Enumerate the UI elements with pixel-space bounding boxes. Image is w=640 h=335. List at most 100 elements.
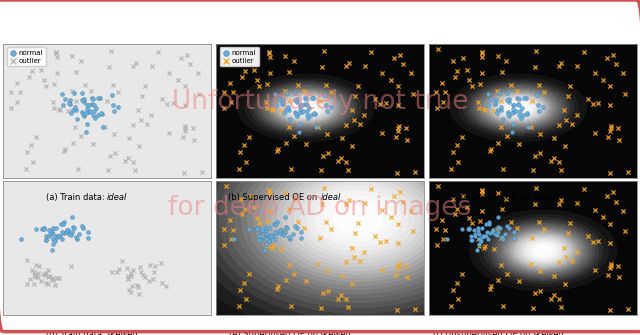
- Point: [284, 98, 294, 104]
- Point: [26, 143, 36, 148]
- Point: [22, 281, 33, 286]
- Point: [130, 167, 140, 173]
- Point: [370, 234, 380, 239]
- Point: [501, 196, 511, 201]
- Point: [6, 105, 17, 111]
- Point: [53, 233, 63, 239]
- Point: [295, 122, 305, 127]
- Point: [108, 109, 118, 114]
- Point: [483, 237, 493, 242]
- Point: [470, 231, 481, 236]
- Point: [476, 50, 486, 55]
- Point: [237, 211, 248, 216]
- Point: [442, 237, 452, 242]
- Point: [530, 290, 540, 296]
- Point: [252, 225, 262, 230]
- Text: ideal: ideal: [532, 193, 553, 202]
- Point: [296, 235, 307, 240]
- Point: [366, 49, 376, 55]
- Point: [37, 227, 47, 232]
- Point: [43, 267, 53, 272]
- Point: [81, 110, 92, 116]
- Point: [188, 126, 198, 131]
- Point: [262, 243, 272, 248]
- Point: [254, 220, 264, 226]
- Point: [556, 167, 566, 173]
- Point: [506, 82, 516, 88]
- Point: [316, 305, 326, 311]
- Point: [623, 306, 633, 312]
- Point: [346, 108, 356, 113]
- Point: [264, 187, 274, 192]
- Point: [402, 137, 412, 143]
- Point: [220, 243, 230, 248]
- Point: [319, 186, 329, 191]
- Point: [464, 225, 474, 230]
- Point: [134, 291, 144, 296]
- Point: [378, 267, 388, 273]
- Point: [262, 106, 272, 111]
- Point: [317, 290, 328, 296]
- Point: [326, 89, 336, 94]
- Point: [313, 262, 323, 267]
- Point: [273, 146, 284, 152]
- Point: [113, 89, 123, 94]
- Point: [66, 232, 76, 238]
- Point: [410, 306, 420, 312]
- Point: [52, 233, 62, 239]
- Point: [589, 208, 600, 213]
- Point: [60, 96, 70, 102]
- Point: [276, 109, 287, 114]
- Point: [95, 95, 105, 100]
- Point: [322, 268, 332, 274]
- Point: [301, 141, 311, 146]
- Point: [530, 153, 540, 158]
- Point: [65, 102, 75, 107]
- Point: [360, 201, 370, 206]
- Point: [504, 225, 514, 230]
- Point: [252, 215, 262, 220]
- Point: [279, 110, 289, 116]
- Point: [262, 81, 272, 86]
- Point: [451, 143, 461, 148]
- Point: [323, 288, 333, 293]
- Point: [598, 214, 609, 219]
- Point: [375, 239, 385, 245]
- Point: [264, 188, 275, 193]
- Point: [81, 130, 92, 135]
- Point: [484, 148, 495, 154]
- Text: skewed: skewed: [321, 330, 352, 335]
- Point: [275, 229, 285, 234]
- Point: [321, 220, 332, 225]
- Point: [47, 248, 57, 253]
- Point: [91, 106, 101, 111]
- Point: [508, 102, 518, 108]
- Point: [504, 113, 515, 118]
- Point: [321, 102, 331, 107]
- Point: [100, 124, 110, 130]
- Point: [538, 105, 548, 110]
- Point: [76, 59, 86, 64]
- Point: [477, 54, 488, 59]
- Point: [401, 126, 411, 131]
- Point: [294, 130, 305, 135]
- Point: [284, 125, 294, 130]
- Point: [464, 77, 474, 83]
- Point: [70, 107, 81, 112]
- Point: [257, 227, 267, 233]
- Point: [350, 93, 360, 99]
- Point: [408, 91, 418, 97]
- Point: [508, 229, 518, 235]
- Point: [593, 238, 604, 244]
- Point: [86, 96, 97, 101]
- Point: [43, 274, 53, 280]
- Point: [289, 59, 299, 64]
- Point: [60, 146, 70, 152]
- Point: [77, 111, 88, 117]
- Point: [65, 97, 75, 103]
- Point: [140, 83, 150, 88]
- Point: [301, 102, 312, 107]
- Point: [83, 235, 93, 240]
- Point: [476, 187, 486, 192]
- Point: [489, 109, 499, 114]
